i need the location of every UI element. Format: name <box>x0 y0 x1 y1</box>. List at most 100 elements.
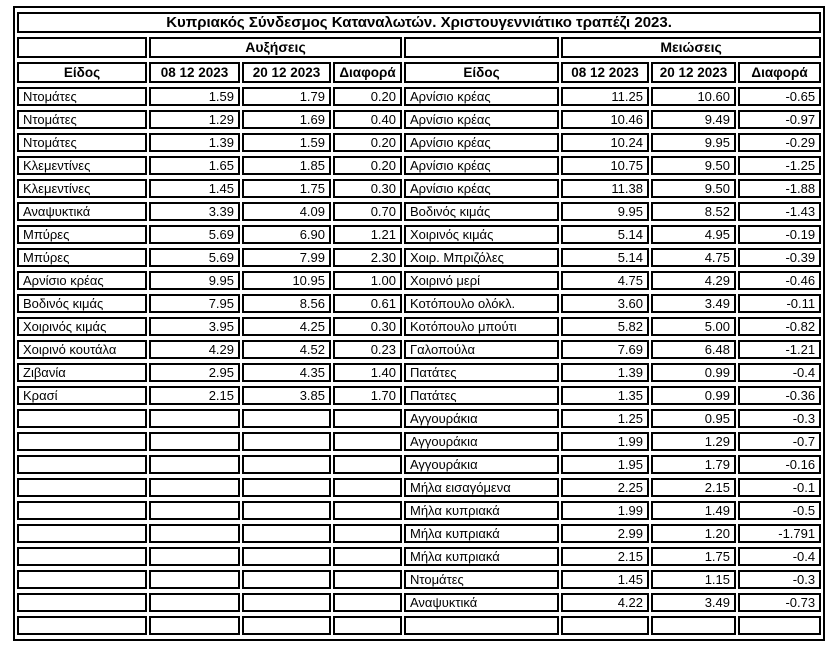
diff-cell: -0.65 <box>738 87 822 106</box>
diff-cell: 0.70 <box>333 202 402 221</box>
item-cell: Αρνίσιο κρέας <box>404 179 559 198</box>
price-before-cell <box>149 501 240 520</box>
decreases-header: Μειώσεις <box>561 37 822 58</box>
price-before-cell <box>149 455 240 474</box>
price-before-cell: 1.39 <box>561 363 649 382</box>
price-after-cell: 4.25 <box>242 317 331 336</box>
price-after-cell <box>242 455 331 474</box>
item-cell: Αγγουράκια <box>404 409 559 428</box>
table-row: Βοδινός κιμάς 7.95 8.56 0.61 Κοτόπουλο ολόκλ… <box>17 294 822 313</box>
price-after-cell <box>242 616 331 635</box>
table-row: Μήλα κυπριακά 2.15 1.75 -0.4 <box>17 547 822 566</box>
price-after-cell: 0.99 <box>651 386 736 405</box>
group-header-row: Αυξήσεις Μειώσεις <box>17 37 822 58</box>
price-before-cell: 4.75 <box>561 271 649 290</box>
table-row: Ντομάτες 1.29 1.69 0.40 Αρνίσιο κρέας 10.46 9.… <box>17 110 822 129</box>
price-after-cell: 8.52 <box>651 202 736 221</box>
table-row: Μήλα κυπριακά 2.99 1.20 -1.791 <box>17 524 822 543</box>
diff-cell: -0.82 <box>738 317 822 336</box>
item-cell: Αρνίσιο κρέας <box>404 87 559 106</box>
table-row <box>17 616 822 635</box>
table-row: Ντομάτες 1.39 1.59 0.20 Αρνίσιο κρέας 10.24 9.… <box>17 133 822 152</box>
price-before-cell: 2.25 <box>561 478 649 497</box>
item-cell: Αναψυκτικά <box>404 593 559 612</box>
table-row: Ντομάτες 1.45 1.15 -0.3 <box>17 570 822 589</box>
price-before-cell <box>149 570 240 589</box>
table-row: Μήλα εισαγόμενα 2.25 2.15 -0.1 <box>17 478 822 497</box>
price-after-cell: 9.50 <box>651 179 736 198</box>
diff-cell <box>333 501 402 520</box>
price-before-cell: 10.75 <box>561 156 649 175</box>
price-before-cell: 1.45 <box>149 179 240 198</box>
item-cell <box>17 409 147 428</box>
diff-cell: 0.40 <box>333 110 402 129</box>
price-after-cell: 9.95 <box>651 133 736 152</box>
date-before-column-header: 08 12 2023 <box>149 62 240 83</box>
diff-cell: 2.30 <box>333 248 402 267</box>
item-cell <box>17 501 147 520</box>
price-before-cell: 5.14 <box>561 225 649 244</box>
price-before-cell <box>149 432 240 451</box>
price-after-cell: 4.35 <box>242 363 331 382</box>
price-before-cell <box>149 409 240 428</box>
price-before-cell: 1.45 <box>561 570 649 589</box>
diff-cell: 1.70 <box>333 386 402 405</box>
diff-cell: 1.21 <box>333 225 402 244</box>
page: Κυπριακός Σύνδεσμος Καταναλωτών. Χριστου… <box>13 6 826 641</box>
price-after-cell: 4.95 <box>651 225 736 244</box>
item-cell: Ντομάτες <box>17 110 147 129</box>
item-cell <box>17 478 147 497</box>
price-before-cell: 7.95 <box>149 294 240 313</box>
item-cell: Κοτόπουλο ολόκλ. <box>404 294 559 313</box>
diff-cell: -0.7 <box>738 432 822 451</box>
table-row: Αγγουράκια 1.95 1.79 -0.16 <box>17 455 822 474</box>
item-cell: Αρνίσιο κρέας <box>404 110 559 129</box>
item-cell: Χοιρ. Μπριζόλες <box>404 248 559 267</box>
price-before-cell: 1.35 <box>561 386 649 405</box>
table-body: Ντομάτες 1.59 1.79 0.20 Αρνίσιο κρέας 11.25 10… <box>17 87 822 635</box>
price-after-cell: 0.99 <box>651 363 736 382</box>
item-cell: Μήλα κυπριακά <box>404 524 559 543</box>
item-cell <box>17 593 147 612</box>
price-before-cell: 4.22 <box>561 593 649 612</box>
price-before-cell: 11.38 <box>561 179 649 198</box>
price-before-cell: 2.95 <box>149 363 240 382</box>
column-header-row: Είδος 08 12 2023 20 12 2023 Διαφορά Είδο… <box>17 62 822 83</box>
table-row: Αγγουράκια 1.99 1.29 -0.7 <box>17 432 822 451</box>
christmas-price-table: Κυπριακός Σύνδεσμος Καταναλωτών. Χριστου… <box>13 6 826 641</box>
table-row: Κλεμεντίνες 1.65 1.85 0.20 Αρνίσιο κρέας 10.7… <box>17 156 822 175</box>
diff-cell: 0.30 <box>333 317 402 336</box>
price-before-cell: 3.95 <box>149 317 240 336</box>
item-cell <box>17 524 147 543</box>
diff-cell: -1.791 <box>738 524 822 543</box>
diff-cell: -0.5 <box>738 501 822 520</box>
price-before-cell: 9.95 <box>561 202 649 221</box>
item-cell: Αρνίσιο κρέας <box>404 156 559 175</box>
price-after-cell: 1.75 <box>651 547 736 566</box>
item-cell: Γαλοπούλα <box>404 340 559 359</box>
price-before-cell: 10.46 <box>561 110 649 129</box>
price-before-cell: 5.69 <box>149 248 240 267</box>
table-row: Αρνίσιο κρέας 9.95 10.95 1.00 Χοιρινό μερί 4.… <box>17 271 822 290</box>
price-after-cell <box>242 501 331 520</box>
item-cell: Κρασί <box>17 386 147 405</box>
item-cell: Ντομάτες <box>17 87 147 106</box>
table-row: Ντομάτες 1.59 1.79 0.20 Αρνίσιο κρέας 11.25 10… <box>17 87 822 106</box>
item-cell: Ζιβανία <box>17 363 147 382</box>
diff-cell <box>738 616 822 635</box>
item-column-header: Είδος <box>404 62 559 83</box>
diff-cell: 1.40 <box>333 363 402 382</box>
price-after-cell: 4.52 <box>242 340 331 359</box>
price-after-cell: 10.95 <box>242 271 331 290</box>
item-cell <box>404 616 559 635</box>
diff-cell: -0.39 <box>738 248 822 267</box>
table-row: Μπύρες 5.69 6.90 1.21 Χοιρινός κιμάς 5.14 4.95… <box>17 225 822 244</box>
item-cell: Βοδινός κιμάς <box>17 294 147 313</box>
table-row: Κρασί 2.15 3.85 1.70 Πατάτες 1.35 0.99 -0.36 <box>17 386 822 405</box>
diff-cell: -0.1 <box>738 478 822 497</box>
price-before-cell <box>149 593 240 612</box>
item-cell: Μήλα κυπριακά <box>404 547 559 566</box>
spacer-cell <box>17 37 147 58</box>
price-after-cell: 3.49 <box>651 294 736 313</box>
price-after-cell: 7.99 <box>242 248 331 267</box>
